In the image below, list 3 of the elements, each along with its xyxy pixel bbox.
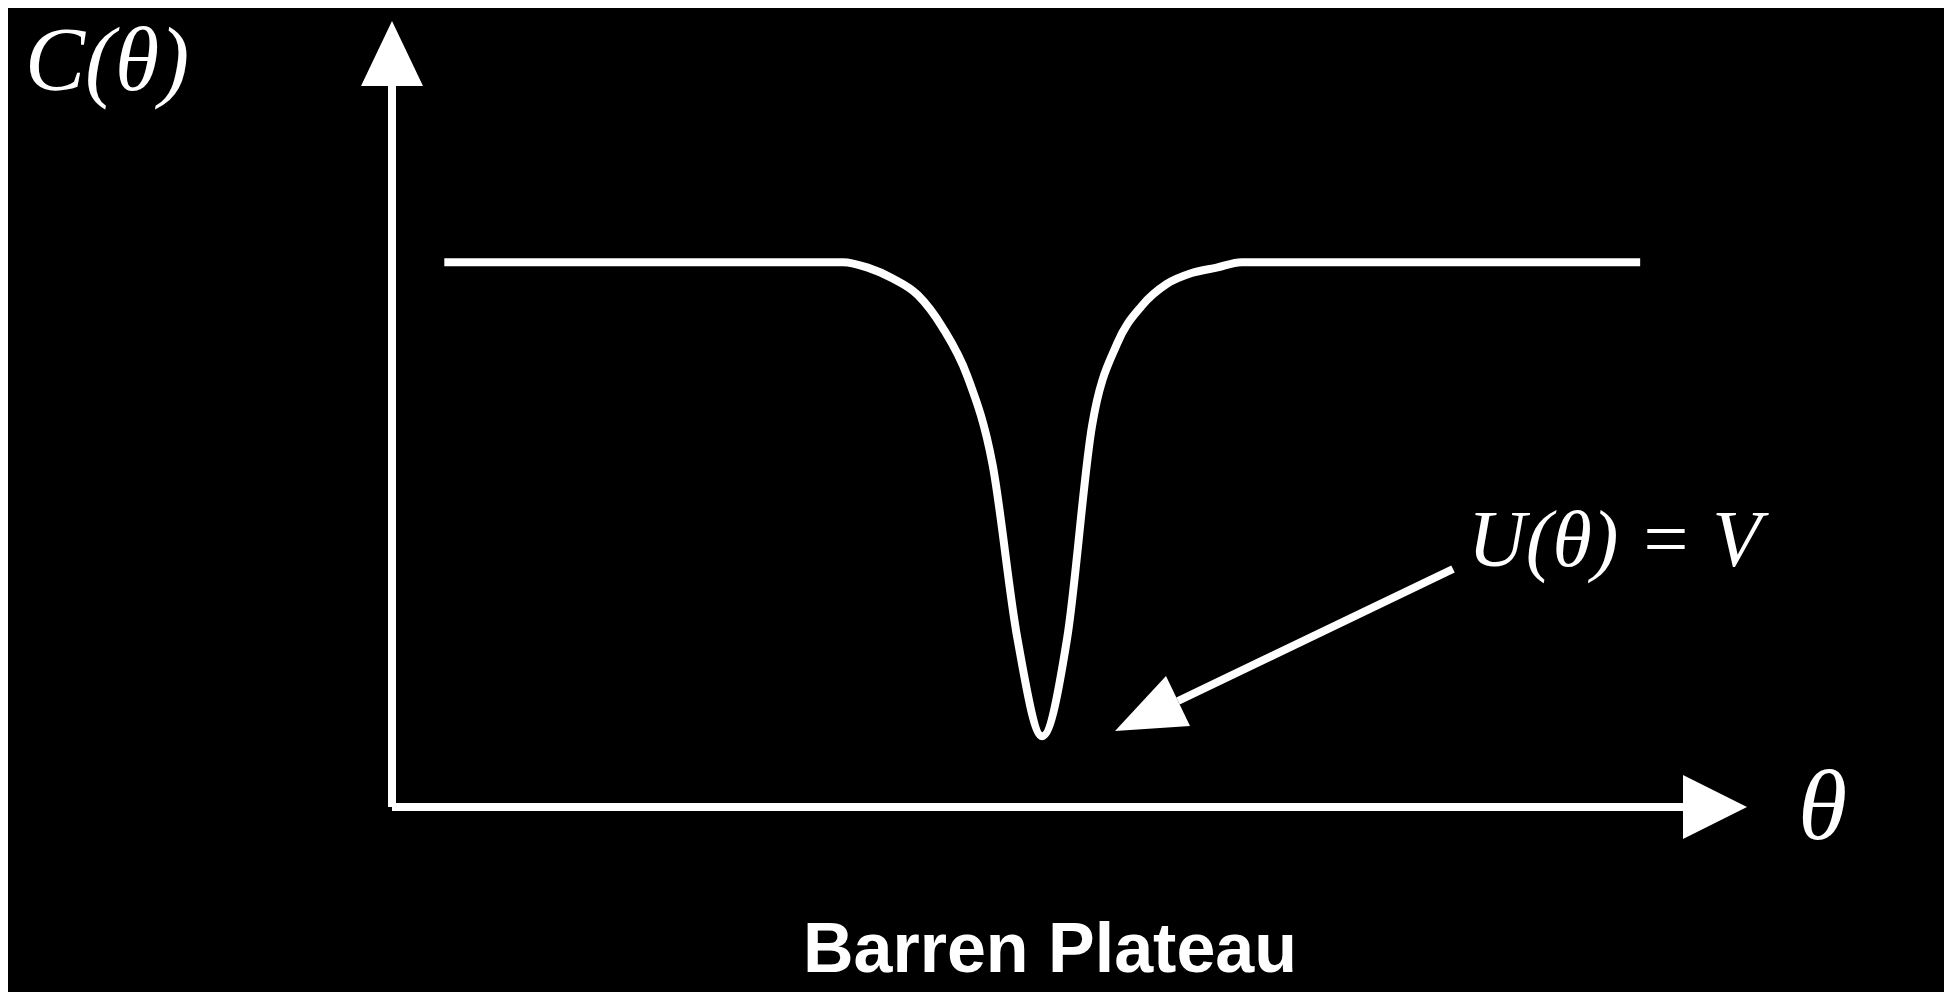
text: Barren Plateau — [801, 908, 1299, 988]
y-axis-title: C(θ) — [25, 9, 190, 111]
x-axis-title: θ — [1798, 749, 1848, 863]
